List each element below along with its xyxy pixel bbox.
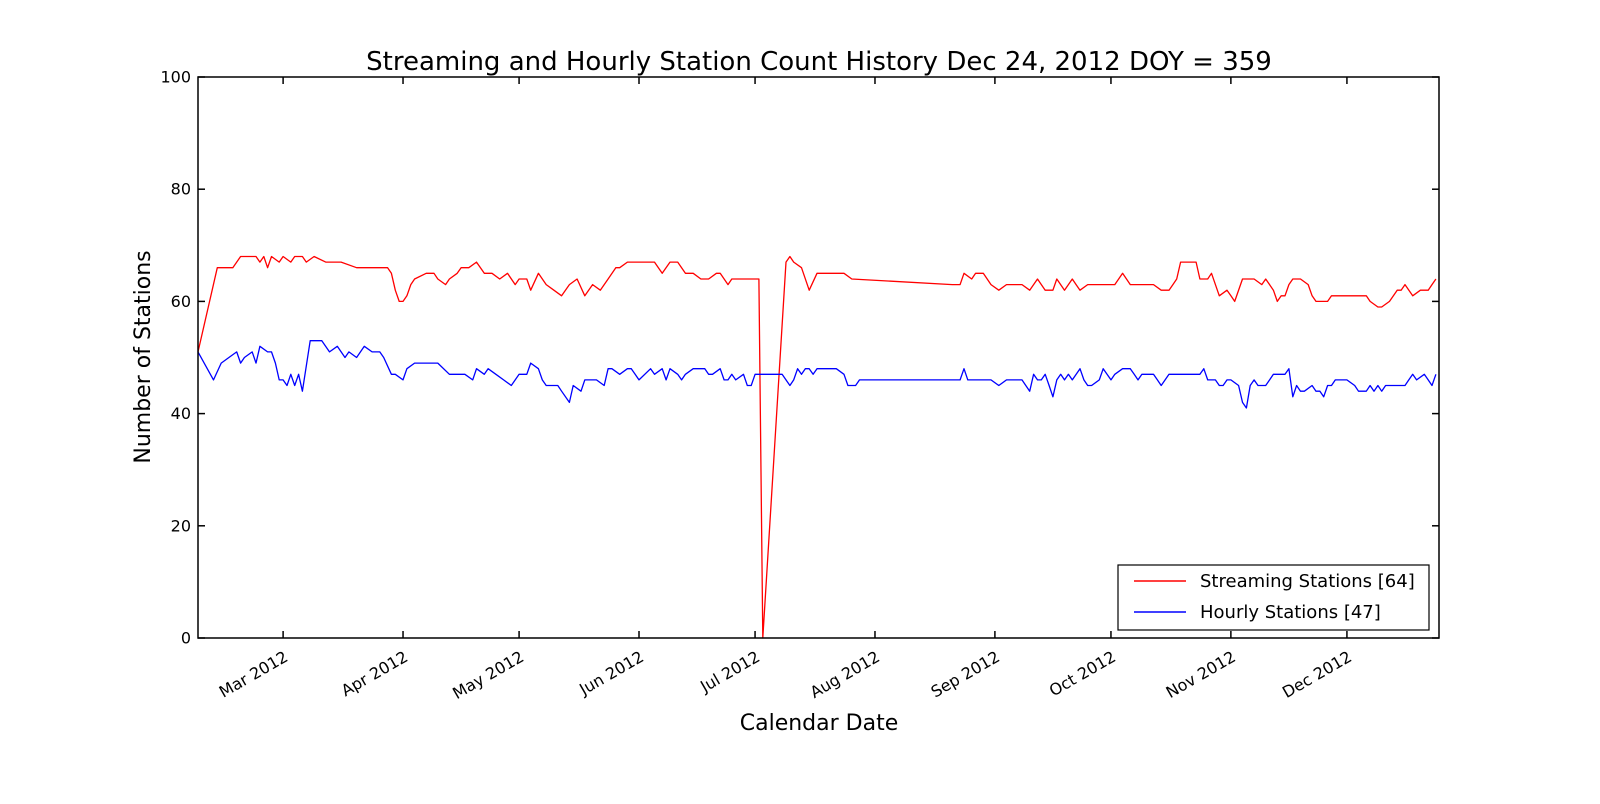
- y-tick-label: 80: [171, 180, 191, 199]
- y-tick-label: 20: [171, 516, 191, 535]
- y-tick-label: 0: [181, 629, 191, 648]
- x-tick-label: Aug 2012: [807, 647, 883, 702]
- legend: Streaming Stations [64] Hourly Stations …: [1117, 564, 1430, 631]
- x-tick-label: Sep 2012: [928, 647, 1003, 701]
- x-tick-label: Nov 2012: [1163, 647, 1239, 702]
- x-tick-label: Oct 2012: [1046, 647, 1119, 700]
- chart-title: Streaming and Hourly Station Count Histo…: [366, 47, 1272, 77]
- x-tick-label: Jul 2012: [696, 647, 763, 697]
- x-axis-label: Calendar Date: [740, 711, 899, 736]
- x-tick-label: Jun 2012: [575, 647, 647, 699]
- x-tick-label: Mar 2012: [216, 647, 291, 701]
- y-tick-label: 60: [171, 292, 191, 311]
- y-tick-label: 100: [160, 68, 191, 87]
- legend-entry-streaming: Streaming Stations [64]: [1200, 571, 1415, 592]
- legend-entry-hourly: Hourly Stations [47]: [1200, 602, 1381, 623]
- series-line-0: [197, 255, 1437, 639]
- x-tick-label: Apr 2012: [338, 647, 411, 700]
- legend-box: [1117, 564, 1430, 631]
- x-tick-label: May 2012: [449, 647, 527, 703]
- data-series: [197, 255, 1437, 639]
- y-tick-label: 40: [171, 404, 191, 423]
- y-axis-label: Number of Stations: [131, 250, 156, 463]
- plot-frame: [197, 76, 1440, 639]
- x-tick-label: Dec 2012: [1279, 647, 1355, 702]
- series-line-1: [197, 340, 1437, 409]
